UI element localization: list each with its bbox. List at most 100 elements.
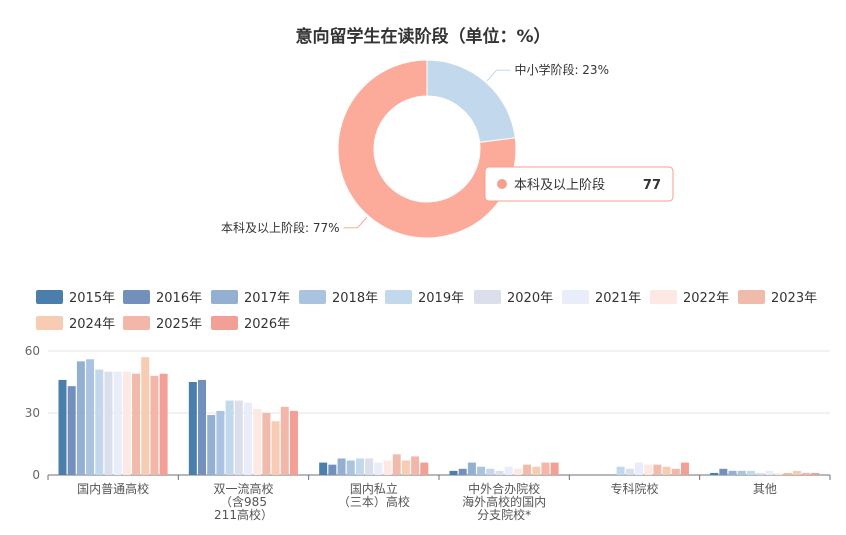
bar-5-2[interactable] bbox=[728, 470, 737, 475]
bar-0-1[interactable] bbox=[67, 386, 76, 475]
bar-0-11[interactable] bbox=[159, 373, 168, 475]
bar-2-8[interactable] bbox=[392, 454, 401, 475]
bar-3-3[interactable] bbox=[477, 466, 486, 475]
bar-5-4[interactable] bbox=[746, 470, 755, 475]
bar-3-1[interactable] bbox=[458, 468, 467, 475]
bar-5-9[interactable] bbox=[792, 470, 801, 475]
bar-4-8[interactable] bbox=[653, 464, 662, 475]
bar-4-5[interactable] bbox=[625, 468, 634, 475]
bar-5-0[interactable] bbox=[710, 472, 719, 475]
bar-0-9[interactable] bbox=[141, 357, 150, 475]
legend-label: 2019年 bbox=[418, 291, 464, 306]
bar-0-8[interactable] bbox=[132, 373, 141, 475]
bar-4-11[interactable] bbox=[680, 462, 689, 475]
bar-0-3[interactable] bbox=[86, 359, 95, 475]
bar-3-10[interactable] bbox=[541, 462, 550, 475]
bar-3-5[interactable] bbox=[495, 470, 504, 475]
bar-0-4[interactable] bbox=[95, 369, 104, 475]
bar-3-4[interactable] bbox=[486, 468, 495, 475]
bar-2-4[interactable] bbox=[355, 458, 364, 475]
legend-item-9[interactable]: 2024年 bbox=[36, 316, 115, 332]
bar-5-11[interactable] bbox=[811, 472, 820, 475]
legend-label: 2015年 bbox=[69, 291, 115, 306]
pie-slice-1[interactable] bbox=[337, 59, 517, 239]
bar-3-9[interactable] bbox=[532, 466, 541, 475]
bar-1-8[interactable] bbox=[262, 413, 271, 475]
bar-2-0[interactable] bbox=[319, 462, 328, 475]
bar-1-3[interactable] bbox=[216, 410, 225, 475]
tooltip-box bbox=[484, 166, 674, 202]
bar-4-7[interactable] bbox=[644, 464, 653, 475]
bar-1-5[interactable] bbox=[234, 400, 243, 475]
bar-2-1[interactable] bbox=[328, 464, 337, 475]
legend-swatch bbox=[738, 290, 765, 304]
pie-slice-0[interactable] bbox=[426, 59, 516, 143]
bar-5-5[interactable] bbox=[756, 472, 765, 475]
bar-4-6[interactable] bbox=[635, 462, 643, 475]
bar-1-11[interactable] bbox=[289, 410, 298, 475]
legend-swatch bbox=[299, 290, 326, 304]
bar-1-7[interactable] bbox=[253, 408, 262, 475]
legend-item-0[interactable]: 2015年 bbox=[36, 290, 115, 306]
legend-item-3[interactable]: 2018年 bbox=[299, 290, 378, 306]
bar-2-5[interactable] bbox=[365, 458, 374, 475]
bar-0-5[interactable] bbox=[104, 371, 113, 475]
bar-3-8[interactable] bbox=[523, 464, 532, 475]
bar-2-9[interactable] bbox=[401, 460, 410, 475]
bar-0-6[interactable] bbox=[113, 371, 122, 475]
bar-5-8[interactable] bbox=[783, 472, 792, 475]
bar-5-10[interactable] bbox=[802, 472, 811, 475]
legend-label: 2025年 bbox=[156, 317, 202, 332]
bar-5-1[interactable] bbox=[719, 468, 728, 475]
legend-item-1[interactable]: 2016年 bbox=[123, 290, 202, 306]
legend-item-7[interactable]: 2022年 bbox=[650, 290, 729, 306]
legend-item-11[interactable]: 2026年 bbox=[211, 316, 290, 332]
legend-swatch bbox=[36, 290, 63, 304]
bar-3-2[interactable] bbox=[467, 462, 476, 475]
bar-2-3[interactable] bbox=[346, 460, 355, 475]
legend-item-4[interactable]: 2019年 bbox=[385, 290, 464, 306]
legend-swatch bbox=[211, 316, 238, 330]
bar-1-6[interactable] bbox=[244, 402, 252, 475]
pie-tooltip: 本科及以上阶段 77 bbox=[484, 166, 674, 202]
bar-2-11[interactable] bbox=[420, 462, 429, 475]
bar-1-9[interactable] bbox=[271, 421, 280, 475]
bar-3-7[interactable] bbox=[513, 468, 522, 475]
bar-2-10[interactable] bbox=[411, 456, 420, 475]
bar-2-6[interactable] bbox=[374, 462, 383, 475]
bar-0-7[interactable] bbox=[122, 371, 131, 475]
legend-item-2[interactable]: 2017年 bbox=[211, 290, 290, 306]
bar-1-2[interactable] bbox=[207, 415, 216, 475]
legend-label: 2023年 bbox=[771, 291, 817, 306]
legend-item-8[interactable]: 2023年 bbox=[738, 290, 817, 306]
bar-1-0[interactable] bbox=[188, 382, 197, 475]
bar-4-9[interactable] bbox=[662, 466, 671, 475]
legend-item-6[interactable]: 2021年 bbox=[562, 290, 641, 306]
legend-swatch bbox=[123, 290, 150, 304]
bar-3-6[interactable] bbox=[504, 466, 513, 475]
legend-item-10[interactable]: 2025年 bbox=[123, 316, 202, 332]
bar-0-0[interactable] bbox=[58, 379, 67, 475]
legend-label: 2018年 bbox=[332, 291, 378, 306]
bar-3-11[interactable] bbox=[550, 462, 559, 475]
x-category-label-5: 其他 bbox=[753, 482, 777, 496]
bar-1-4[interactable] bbox=[225, 400, 234, 475]
bar-4-10[interactable] bbox=[671, 468, 680, 475]
legend-swatch bbox=[385, 290, 412, 304]
bar-2-2[interactable] bbox=[337, 458, 346, 475]
legend-label: 2020年 bbox=[507, 291, 553, 306]
bar-5-3[interactable] bbox=[737, 470, 746, 475]
pie-label-0: 中小学阶段: 23% bbox=[514, 62, 609, 77]
legend-swatch bbox=[562, 290, 589, 304]
bar-1-10[interactable] bbox=[280, 406, 289, 475]
legend-item-5[interactable]: 2020年 bbox=[474, 290, 553, 306]
bar-0-2[interactable] bbox=[76, 361, 85, 475]
bar-5-7[interactable] bbox=[774, 472, 783, 475]
x-category-label-4: 专科院校 bbox=[610, 481, 658, 496]
bar-4-4[interactable] bbox=[616, 466, 625, 475]
bar-3-0[interactable] bbox=[449, 470, 458, 475]
bar-1-1[interactable] bbox=[198, 379, 207, 475]
bar-2-7[interactable] bbox=[383, 460, 392, 475]
bar-5-6[interactable] bbox=[765, 470, 774, 475]
bar-0-10[interactable] bbox=[150, 375, 159, 475]
